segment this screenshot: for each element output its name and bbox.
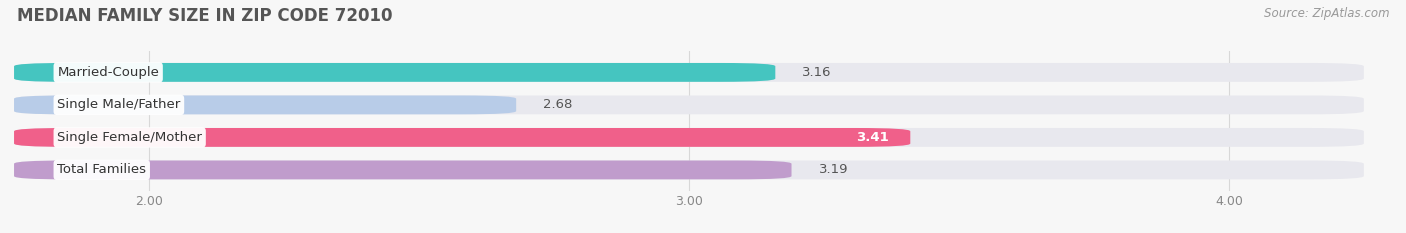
Text: Married-Couple: Married-Couple	[58, 66, 159, 79]
Text: Single Female/Mother: Single Female/Mother	[58, 131, 202, 144]
FancyBboxPatch shape	[14, 128, 910, 147]
FancyBboxPatch shape	[14, 63, 775, 82]
Text: 3.16: 3.16	[803, 66, 832, 79]
FancyBboxPatch shape	[14, 128, 1364, 147]
Text: Total Families: Total Families	[58, 163, 146, 176]
FancyBboxPatch shape	[14, 63, 1364, 82]
FancyBboxPatch shape	[14, 96, 516, 114]
FancyBboxPatch shape	[14, 96, 1364, 114]
FancyBboxPatch shape	[14, 161, 792, 179]
Text: 3.19: 3.19	[818, 163, 848, 176]
FancyBboxPatch shape	[14, 161, 1364, 179]
Text: Source: ZipAtlas.com: Source: ZipAtlas.com	[1264, 7, 1389, 20]
Text: 2.68: 2.68	[543, 98, 572, 111]
Text: MEDIAN FAMILY SIZE IN ZIP CODE 72010: MEDIAN FAMILY SIZE IN ZIP CODE 72010	[17, 7, 392, 25]
Text: Single Male/Father: Single Male/Father	[58, 98, 180, 111]
Text: 3.41: 3.41	[856, 131, 889, 144]
